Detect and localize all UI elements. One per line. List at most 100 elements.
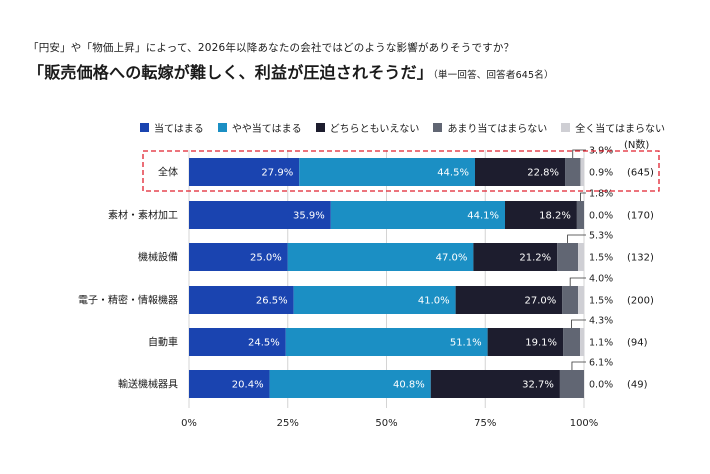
n-value: (49) [627,380,648,391]
data-label-outside: 0.0% [589,380,613,391]
legend-swatch-2 [217,123,227,132]
data-label: 18.2% [539,211,571,222]
bar-segment [430,370,560,398]
category-label: 自動車 [148,336,178,349]
n-value: (94) [627,338,648,349]
bar-segment [455,286,563,314]
data-label-outside: 0.0% [589,211,613,222]
leader-line [569,277,586,286]
bar-segment [562,286,579,314]
answer-note: （単一回答、回答者645名） [433,70,554,81]
legend-label-2: やや当てはまる [231,124,302,135]
data-label: 41.0% [418,296,450,307]
legend-item-2: やや当てはまる [217,120,302,135]
legend-label-1: 当てはまる [154,124,204,135]
bar-segment [563,328,581,356]
leader-line [571,361,586,370]
data-label-outside: 0.9% [589,168,613,179]
legend-swatch-4 [433,123,443,132]
chart-subtitle: 「円安」や「物価上昇」によって、2026年以降あなたの会社ではどのような影響があ… [28,42,515,54]
data-label: 47.0% [436,253,468,264]
legend-item-5: 全く当てはまらない [561,120,665,135]
chart-title: 「販売価格への転嫁が難しく、利益が圧迫されそうだ」（単一回答、回答者645名） [28,59,554,83]
data-label-outside: 5.3% [589,231,613,242]
x-tick-label: 100% [570,418,599,429]
bar-segment [189,286,294,314]
x-tick-label: 50% [375,418,397,429]
legend-swatch-3 [315,123,325,132]
leader-line [567,234,586,243]
bar-segment [576,201,584,229]
legend-swatch-1 [140,123,149,132]
bar-segment [285,328,488,356]
data-label: 21.2% [519,253,551,264]
bar-segment [299,158,475,186]
data-label: 40.8% [393,380,425,391]
data-label: 32.7% [522,380,554,391]
bar-segment [578,286,584,314]
legend-item-3: どちらともいえない [315,120,420,135]
data-label-outside: 1.8% [589,189,613,200]
bar-segment [189,201,331,229]
bar-segment [269,370,431,398]
question-text: 「販売価格への転嫁が難しく、利益が圧迫されそうだ」 [28,63,434,82]
bar-segment [189,370,270,398]
bar-segment [557,243,579,271]
legend-item-4: あまり当てはまらない [433,120,547,135]
data-label: 20.4% [232,380,264,391]
bar-segment [287,243,474,271]
data-label: 24.5% [248,338,280,349]
n-value: (645) [627,168,654,179]
category-label: 電子・精密・情報機器 [78,294,178,307]
bar-segment [189,158,300,186]
leader-line [572,149,586,158]
data-label: 19.1% [525,338,557,349]
n-value: (170) [627,211,654,222]
category-label: 輸送機械器具 [118,378,178,391]
x-tick-label: 75% [474,418,496,429]
bar-segment [189,243,288,271]
bar-segment [578,243,584,271]
data-label: 25.0% [250,253,282,264]
legend: 当てはまる やや当てはまる どちらともいえない あまり当てはまらない 全く当ては… [140,120,665,135]
x-tick-label: 0% [181,418,197,429]
bar-segment [474,158,566,186]
legend-label-5: 全く当てはまらない [575,124,666,135]
data-label: 44.1% [467,211,499,222]
bar-segment [473,243,558,271]
data-label-outside: 1.1% [589,338,613,349]
legend-label-4: あまり当てはまらない [447,124,548,135]
data-label: 44.5% [437,168,469,179]
bar-segment [565,158,581,186]
bar-segment [189,328,286,356]
n-header: (N数) [624,140,650,151]
bar-segment [580,158,584,186]
bar-segment [293,286,456,314]
data-label-outside: 4.0% [589,274,613,285]
bar-segment [487,328,564,356]
data-label: 27.9% [261,168,293,179]
data-label: 27.0% [524,296,556,307]
leader-line [580,192,586,201]
category-label: 機械設備 [138,251,178,264]
data-label-outside: 1.5% [589,296,613,307]
data-label-outside: 1.5% [589,253,613,264]
leader-line [571,319,586,328]
category-label: 全体 [158,166,178,179]
data-label-outside: 4.3% [589,316,613,327]
legend-swatch-5 [561,123,571,132]
bar-segment [330,201,505,229]
n-value: (200) [627,296,654,307]
bar-segment [559,370,584,398]
data-label-outside: 6.1% [589,358,613,369]
category-label: 素材・素材加工 [108,209,178,222]
highlight-frame [142,150,660,192]
data-label: 26.5% [256,296,288,307]
x-tick-label: 25% [277,418,299,429]
bar-segment [505,201,577,229]
data-label: 51.1% [450,338,482,349]
legend-label-3: どちらともいえない [329,124,420,135]
legend-item-1: 当てはまる [140,120,204,135]
bar-segment [580,328,585,356]
